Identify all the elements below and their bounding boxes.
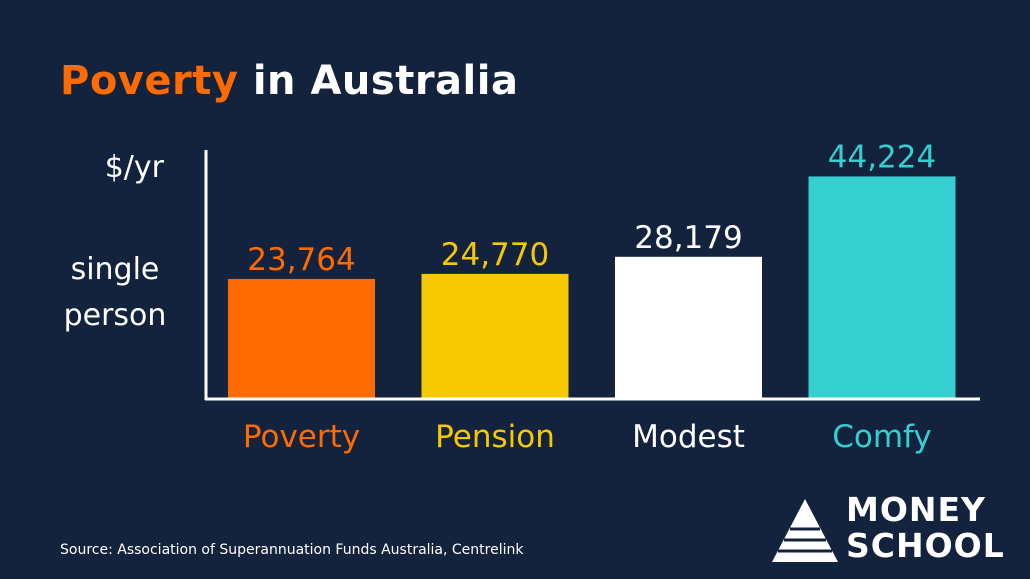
brand-name: MONEY SCHOOL [846,492,1005,564]
brand-line2: SCHOOL [846,526,1005,565]
category-label-pension: Pension [435,419,555,455]
bar-pension [421,273,569,398]
y-axis-desc-line1: single [70,252,160,287]
bar-modest [615,256,762,398]
bar-poverty [228,278,375,398]
data-label-modest: 28,179 [634,220,742,256]
source-note: Source: Association of Superannuation Fu… [60,542,524,558]
category-label-modest: Modest [632,419,745,455]
data-label-pension: 24,770 [441,237,549,273]
category-label-comfy: Comfy [832,419,932,455]
chart-title: Poverty in Australia [60,58,518,104]
y-axis-description: single person [40,247,190,339]
y-axis-desc-line2: person [63,298,167,333]
category-label-poverty: Poverty [243,419,360,455]
data-label-poverty: 23,764 [247,242,355,278]
brand-logo: MONEY SCHOOL [770,492,1020,566]
y-axis-unit-label: $/yr [104,150,164,185]
brand-line1: MONEY [846,490,986,529]
bars-group: 23,764 Poverty 24,770 Pension 28,179 Modest 44… [228,139,956,455]
title-highlight: Poverty [60,58,239,104]
bar-comfy [808,176,956,398]
data-label-comfy: 44,224 [828,139,936,175]
title-rest: in Australia [238,58,519,104]
pyramid-icon [772,499,838,562]
